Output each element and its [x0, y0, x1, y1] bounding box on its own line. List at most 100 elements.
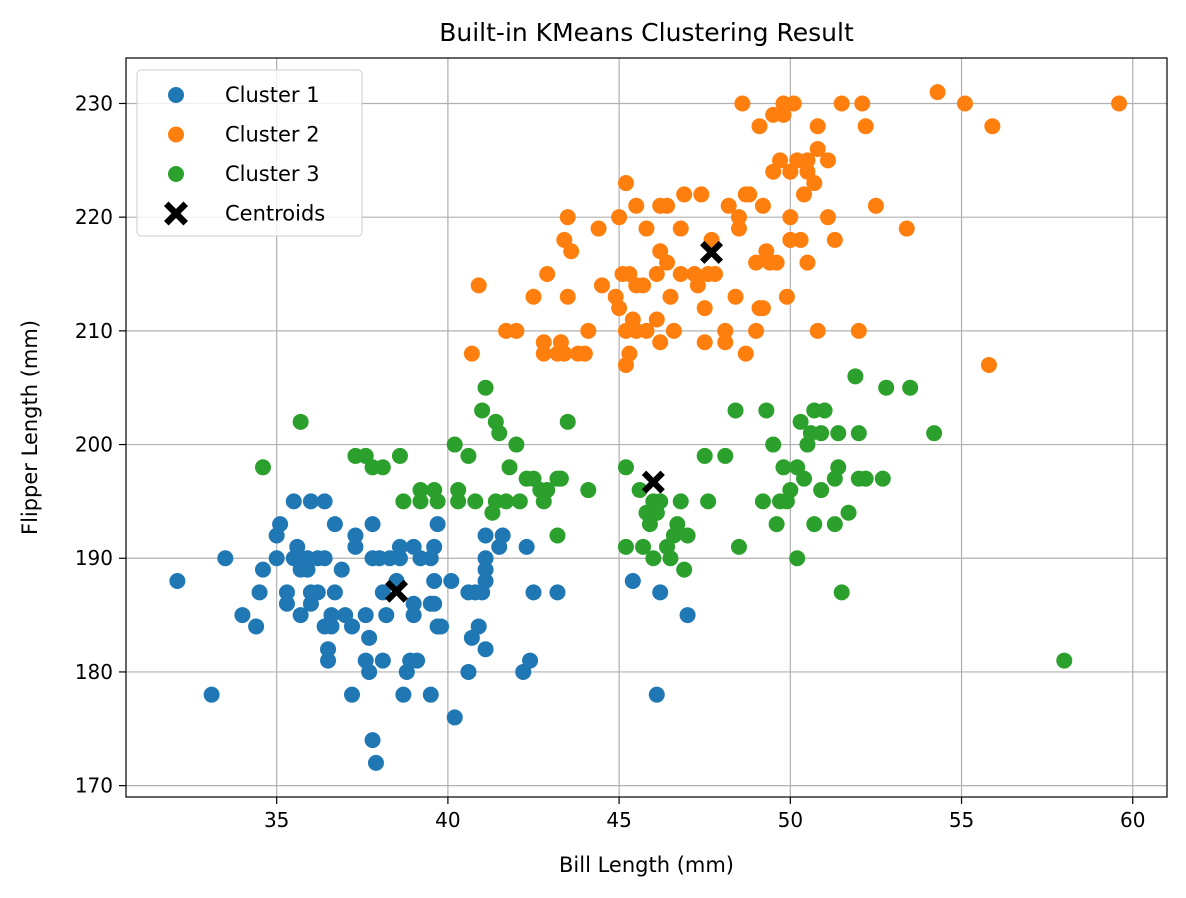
data-point: [730, 538, 747, 555]
y-tick-label: 230: [75, 91, 113, 115]
data-point: [796, 186, 813, 203]
data-point: [460, 663, 477, 680]
data-point: [234, 607, 251, 624]
data-point: [717, 334, 734, 351]
series-cluster-3: [254, 368, 1073, 669]
data-point: [706, 266, 723, 283]
data-point: [806, 175, 823, 192]
data-point: [696, 447, 713, 464]
data-point: [535, 334, 552, 351]
data-point: [645, 550, 662, 567]
data-point: [830, 459, 847, 476]
data-point: [347, 538, 364, 555]
data-point: [635, 277, 652, 294]
data-point: [203, 686, 220, 703]
data-point: [576, 345, 593, 362]
data-point: [768, 516, 785, 533]
data-point: [477, 572, 494, 589]
data-point: [727, 288, 744, 305]
data-point: [344, 618, 361, 635]
data-point: [867, 197, 884, 214]
series-cluster-1: [169, 493, 696, 771]
data-point: [826, 231, 843, 248]
data-point: [635, 538, 652, 555]
data-point: [539, 266, 556, 283]
data-point: [251, 584, 268, 601]
data-point: [850, 322, 867, 339]
data-point: [652, 334, 669, 351]
data-point: [450, 493, 467, 510]
data-point: [323, 618, 340, 635]
x-tick-label: 60: [1120, 808, 1145, 832]
data-point: [758, 402, 775, 419]
data-point: [549, 527, 566, 544]
data-point: [391, 447, 408, 464]
data-point: [748, 322, 765, 339]
data-point: [563, 243, 580, 260]
data-point: [782, 209, 799, 226]
data-point: [689, 277, 706, 294]
series-centroids: [385, 240, 724, 603]
data-point: [782, 482, 799, 499]
data-point: [727, 402, 744, 419]
data-point: [730, 220, 747, 237]
data-point: [792, 413, 809, 430]
data-point: [717, 322, 734, 339]
data-point: [720, 197, 737, 214]
data-point: [857, 118, 874, 135]
data-point: [874, 470, 891, 487]
data-point: [477, 379, 494, 396]
centroid-marker: [700, 240, 724, 264]
data-point: [676, 186, 693, 203]
data-point: [741, 186, 758, 203]
data-point: [819, 209, 836, 226]
data-point: [754, 300, 771, 317]
data-point: [672, 220, 689, 237]
data-point: [809, 140, 826, 157]
y-tick-label: 190: [75, 546, 113, 570]
data-point: [477, 561, 494, 578]
data-point: [395, 686, 412, 703]
data-point: [426, 595, 443, 612]
data-point: [470, 277, 487, 294]
data-point: [638, 322, 655, 339]
centroid-marker: [641, 470, 665, 494]
data-point: [717, 447, 734, 464]
data-point: [833, 584, 850, 601]
data-point: [775, 459, 792, 476]
data-point: [659, 197, 676, 214]
legend-marker-cluster-3: [168, 166, 184, 182]
data-point: [374, 584, 391, 601]
data-point: [446, 709, 463, 726]
data-point: [730, 209, 747, 226]
data-point: [409, 652, 426, 669]
data-point: [412, 482, 429, 499]
data-point: [734, 95, 751, 112]
data-point: [467, 493, 484, 510]
data-point: [628, 197, 645, 214]
data-point: [378, 607, 395, 624]
data-point: [648, 311, 665, 328]
data-point: [813, 425, 830, 442]
x-tick-label: 40: [435, 808, 460, 832]
y-tick-label: 210: [75, 319, 113, 343]
data-point: [320, 641, 337, 658]
data-point: [796, 470, 813, 487]
data-point: [316, 493, 333, 510]
data-point: [826, 516, 843, 533]
data-point: [460, 447, 477, 464]
data-point: [984, 118, 1001, 135]
data-point: [477, 527, 494, 544]
data-point: [278, 584, 295, 601]
data-point: [638, 220, 655, 237]
data-point: [878, 379, 895, 396]
data-point: [433, 618, 450, 635]
data-point: [754, 493, 771, 510]
data-point: [268, 550, 285, 567]
y-tick-label: 170: [75, 774, 113, 798]
data-point: [662, 550, 679, 567]
y-axis-label: Flipper Length (mm): [18, 320, 42, 535]
x-axis-label: Bill Length (mm): [559, 853, 734, 877]
data-point: [508, 322, 525, 339]
data-point: [659, 254, 676, 271]
